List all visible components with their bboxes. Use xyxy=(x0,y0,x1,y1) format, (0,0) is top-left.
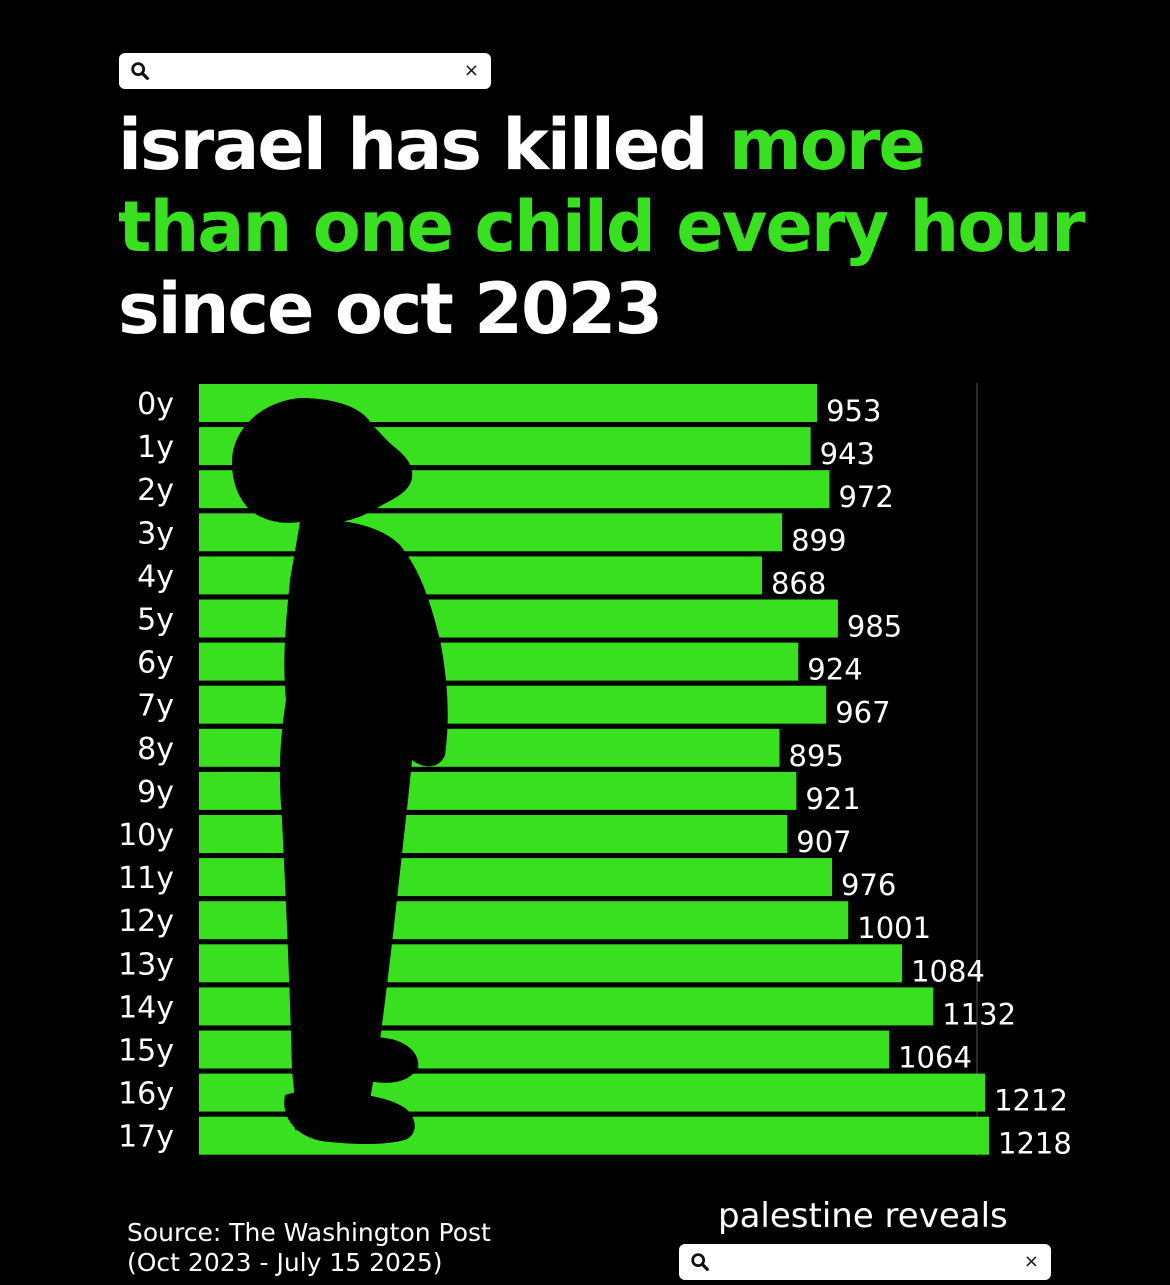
headline-part1: israel has killed xyxy=(118,104,729,186)
value-label-3y: 899 xyxy=(791,523,846,557)
value-label-7y: 967 xyxy=(835,696,890,730)
category-label-11y: 11y xyxy=(118,861,174,896)
bottom-search-bar[interactable]: × xyxy=(679,1244,1051,1280)
value-label-14y: 1132 xyxy=(942,997,1016,1031)
value-label-17y: 1218 xyxy=(998,1127,1072,1161)
value-label-4y: 868 xyxy=(771,566,826,600)
value-label-0y: 953 xyxy=(826,394,881,428)
category-label-17y: 17y xyxy=(118,1120,174,1155)
top-search-bar[interactable]: × xyxy=(119,53,491,89)
close-icon[interactable]: × xyxy=(463,60,479,81)
category-label-13y: 13y xyxy=(118,947,174,982)
category-label-15y: 15y xyxy=(118,1034,174,1069)
brand-name: palestine reveals xyxy=(718,1196,1008,1236)
value-label-13y: 1084 xyxy=(911,954,985,988)
category-label-4y: 4y xyxy=(137,559,174,594)
headline: israel has killed more than one child ev… xyxy=(118,104,1118,350)
category-label-0y: 0y xyxy=(137,387,174,422)
category-label-5y: 5y xyxy=(137,603,174,638)
value-label-2y: 972 xyxy=(838,480,893,514)
category-label-10y: 10y xyxy=(118,818,174,853)
search-icon xyxy=(691,1253,709,1271)
close-icon[interactable]: × xyxy=(1023,1251,1039,1272)
source-line-2: (Oct 2023 - July 15 2025) xyxy=(127,1248,443,1277)
category-label-9y: 9y xyxy=(137,775,174,810)
category-label-14y: 14y xyxy=(118,990,174,1025)
value-label-9y: 921 xyxy=(805,782,860,816)
category-label-7y: 7y xyxy=(137,689,174,724)
category-label-1y: 1y xyxy=(137,430,174,465)
category-label-2y: 2y xyxy=(137,473,174,508)
value-label-10y: 907 xyxy=(796,825,851,859)
value-label-12y: 1001 xyxy=(857,911,931,945)
headline-part2: more than one child every hour xyxy=(118,104,1086,268)
value-label-11y: 976 xyxy=(841,868,896,902)
search-icon xyxy=(131,62,149,80)
source-note: Source: The Washington Post (Oct 2023 - … xyxy=(127,1218,491,1278)
category-label-8y: 8y xyxy=(137,732,174,767)
bar-4y xyxy=(199,556,762,595)
headline-part3: since oct 2023 xyxy=(118,268,663,350)
category-label-6y: 6y xyxy=(137,646,174,681)
value-label-5y: 985 xyxy=(847,610,902,644)
category-label-16y: 16y xyxy=(118,1077,174,1112)
source-line-1: Source: The Washington Post xyxy=(127,1218,491,1247)
child-silhouette xyxy=(232,398,448,1145)
category-label-3y: 3y xyxy=(137,516,174,551)
value-label-6y: 924 xyxy=(807,653,862,687)
category-label-12y: 12y xyxy=(118,904,174,939)
value-label-8y: 895 xyxy=(789,739,844,773)
value-label-1y: 943 xyxy=(820,437,875,471)
value-label-15y: 1064 xyxy=(898,1041,972,1075)
value-label-16y: 1212 xyxy=(994,1084,1068,1118)
